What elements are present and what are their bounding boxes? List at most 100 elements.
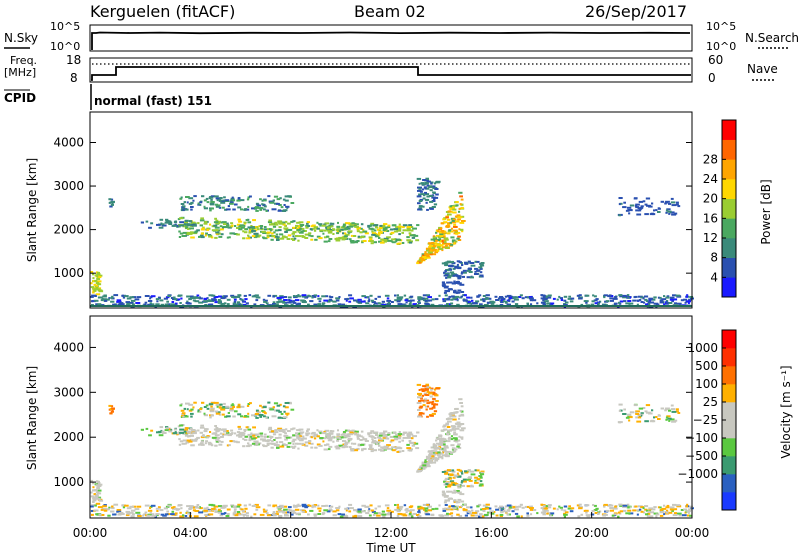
velocity-echo-1478 — [425, 503, 430, 506]
velocity-echo-1453 — [339, 515, 344, 518]
power-echo-818 — [458, 210, 461, 213]
velocity-echo-1629 — [119, 513, 125, 515]
velocity-echo-1701 — [629, 512, 634, 515]
power-echo-430 — [341, 238, 346, 241]
power-echo-1833 — [640, 301, 644, 303]
velocity-echo-1174 — [645, 404, 651, 407]
velocity-echo-378 — [267, 428, 273, 431]
power-echo-496 — [338, 230, 341, 233]
power-echo-243 — [344, 224, 347, 227]
velocity-echo-207 — [215, 440, 219, 443]
power-colorbar-bin-5 — [722, 179, 736, 199]
velocity-echo-853 — [457, 425, 461, 428]
velocity-echo-1560 — [255, 508, 259, 511]
power-echo-479 — [396, 242, 400, 245]
power-echo-633 — [246, 208, 250, 211]
power-echo-1534 — [500, 301, 504, 304]
velocity-echo-518 — [336, 445, 340, 448]
velocity-echo-502 — [193, 439, 198, 442]
power-echo-1509 — [283, 299, 288, 301]
velocity-echo-1022 — [475, 469, 480, 472]
power-echo-492 — [301, 235, 304, 237]
velocity-echo-958 — [422, 412, 425, 415]
velocity-colorbar-tick-label-5: −100 — [685, 431, 718, 445]
power-echo-1085 — [445, 274, 449, 277]
velocity-echo-565 — [205, 404, 209, 407]
velocity-echo-145 — [387, 433, 391, 436]
power-echo-698 — [159, 218, 164, 221]
power-echo-326 — [296, 227, 301, 230]
velocity-echo-448 — [323, 437, 327, 440]
power-echo-1271 — [636, 299, 639, 302]
velocity-echo-680 — [176, 432, 179, 435]
velocity-echo-584 — [213, 401, 219, 404]
velocity-echo-1496 — [345, 509, 348, 512]
power-echo-1929 — [100, 299, 104, 302]
power-echo-69 — [323, 236, 327, 239]
velocity-echo-1462 — [307, 513, 310, 516]
power-echo-1138 — [95, 286, 99, 289]
power-echo-1145 — [95, 284, 98, 287]
power-echo-144 — [308, 232, 312, 235]
power-echo-355 — [362, 240, 367, 242]
velocity-echo-1110 — [457, 490, 460, 492]
power-echo-1067 — [457, 277, 461, 280]
velocity-echo-1739 — [381, 513, 387, 516]
velocity-echo-62 — [258, 432, 261, 435]
power-echo-1467 — [125, 301, 130, 304]
velocity-echo-871 — [442, 454, 446, 457]
power-echo-899 — [436, 246, 441, 249]
power-echo-924 — [418, 258, 421, 261]
power-echo-1773 — [126, 297, 132, 300]
velocity-echo-256 — [220, 440, 224, 443]
power-echo-1075 — [474, 267, 478, 270]
velocity-echo-1898 — [399, 508, 403, 511]
velocity-echo-1915 — [307, 504, 310, 507]
power-echo-1831 — [597, 302, 600, 305]
power-echo-1538 — [374, 297, 378, 300]
power-echo-497 — [276, 239, 280, 241]
velocity-echo-810 — [452, 418, 457, 421]
velocity-echo-1859 — [186, 505, 190, 508]
power-echo-1072 — [461, 275, 465, 278]
velocity-echo-959 — [424, 388, 429, 391]
velocity-echo-900 — [431, 456, 436, 459]
power-echo-489 — [260, 227, 263, 230]
velocity-echo-48 — [218, 443, 223, 446]
velocity-echo-513 — [312, 435, 315, 438]
power-echo-1008 — [467, 260, 471, 263]
velocity-echo-1538 — [374, 507, 378, 510]
power-echo-236 — [324, 222, 330, 225]
power-echo-1142 — [98, 274, 103, 277]
velocity-echo-1411 — [223, 504, 228, 507]
velocity-echo-294 — [393, 435, 398, 438]
velocity-echo-1487 — [253, 513, 257, 516]
power-echo-90 — [238, 220, 243, 223]
power-echo-1656 — [603, 294, 608, 297]
velocity-echo-407 — [200, 443, 205, 446]
power-echo-442 — [313, 226, 319, 229]
velocity-echo-162 — [401, 450, 405, 452]
velocity-echo-1776 — [246, 514, 249, 517]
power-echo-736 — [444, 237, 449, 240]
velocity-echo-1708 — [292, 504, 295, 507]
power-colorbar-tick-label-5: 24 — [703, 172, 718, 186]
power-echo-917 — [446, 218, 451, 221]
power-echo-1875 — [627, 300, 632, 302]
velocity-echo-325 — [251, 442, 256, 445]
power-echo-852 — [447, 222, 451, 225]
velocity-echo-925 — [443, 438, 447, 441]
velocity-echo-1170 — [642, 407, 646, 409]
power-echo-963 — [423, 186, 427, 189]
power-echo-1753 — [149, 302, 152, 305]
power-echo-1327 — [245, 302, 249, 305]
velocity-echo-1763 — [402, 514, 408, 517]
velocity-echo-390 — [298, 428, 304, 431]
power-echo-1016 — [447, 268, 452, 271]
velocity-echo-227 — [306, 430, 309, 433]
velocity-echo-1905 — [396, 503, 399, 506]
power-echo-1329 — [91, 294, 96, 297]
power-echo-710 — [445, 242, 451, 245]
velocity-echo-1794 — [174, 512, 178, 515]
velocity-echo-1035 — [461, 480, 464, 483]
